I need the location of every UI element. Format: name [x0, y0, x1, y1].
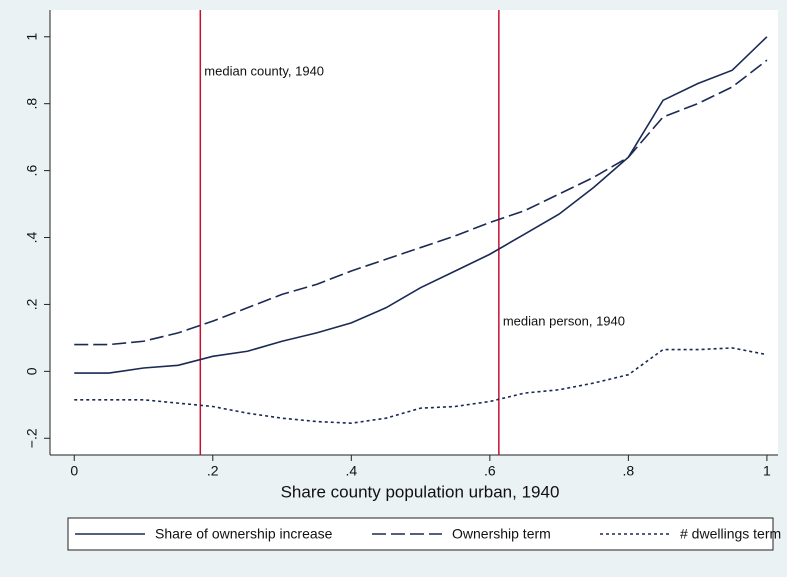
annotation: median person, 1940 [503, 313, 625, 328]
series-line [74, 36, 768, 374]
x-axis-title: Share county population urban, 1940 [281, 482, 560, 501]
y-tick-label: .4 [24, 231, 40, 243]
y-tick-label: .8 [24, 98, 40, 110]
x-tick-label: .6 [484, 463, 496, 479]
x-tick-label: 0 [70, 463, 78, 479]
y-tick-label: −.2 [24, 428, 40, 448]
x-tick-label: .8 [623, 463, 635, 479]
x-tick-label: .4 [345, 463, 357, 479]
plot-area [50, 10, 778, 455]
y-tick-label: .2 [24, 298, 40, 310]
y-tick-label: 1 [24, 33, 40, 41]
legend-label: Share of ownership increase [155, 526, 333, 542]
series-line [74, 347, 768, 425]
y-tick-label: .6 [24, 165, 40, 177]
series-line [74, 59, 768, 346]
x-tick-label: .2 [207, 463, 219, 479]
legend-label: Ownership term [452, 526, 551, 542]
annotation: median county, 1940 [204, 63, 324, 78]
legend-label: # dwellings term [680, 526, 781, 542]
y-tick-label: 0 [24, 367, 40, 375]
x-tick-label: 1 [763, 463, 771, 479]
